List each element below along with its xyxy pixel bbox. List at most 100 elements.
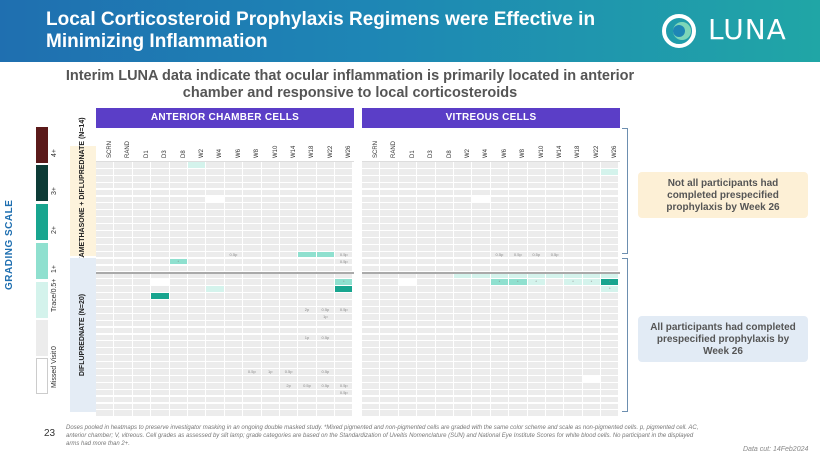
- heatmap-cell: [243, 162, 262, 169]
- heatmap-cell: [316, 396, 336, 404]
- heatmap-cell: [96, 362, 115, 369]
- table-row: [96, 300, 354, 307]
- heatmap-cell: [335, 237, 354, 245]
- heatmap-cell: [527, 403, 546, 411]
- heatmap-cell: [206, 251, 225, 259]
- heatmap-cell: [545, 313, 565, 321]
- heatmap-cell: [564, 313, 583, 321]
- heatmap-cell: [114, 334, 133, 342]
- heatmap-cell: [298, 237, 317, 245]
- heatmap-cell: [169, 341, 188, 349]
- heatmap-cell: [114, 272, 133, 280]
- heatmap-cell: [490, 182, 510, 190]
- heatmap-cell: [601, 389, 620, 397]
- table-row: [96, 217, 354, 224]
- heatmap-cell: [527, 210, 546, 218]
- heatmap-cell: [335, 231, 354, 238]
- brace-top: [622, 128, 628, 254]
- heatmap-cell: [545, 382, 565, 390]
- heatmap-cell: [453, 196, 473, 204]
- heatmap-cell: [545, 293, 565, 300]
- heatmap-cell: [435, 313, 454, 321]
- column-header-w6: W6: [501, 149, 508, 158]
- heatmap-cell: [224, 244, 244, 252]
- heatmap-cell: [362, 196, 381, 204]
- heatmap-cell: [417, 396, 436, 404]
- table-row: [362, 334, 620, 342]
- heatmap-cell: [398, 258, 418, 266]
- heatmap-cell: [398, 210, 418, 218]
- heatmap-cell: [298, 244, 317, 252]
- table-row: [362, 306, 620, 314]
- heatmap-cell: [398, 272, 418, 280]
- heatmap-cell: [417, 403, 436, 411]
- heatmap-cell: [453, 369, 473, 376]
- heatmap-cell: [96, 224, 115, 231]
- heatmap-cell: [435, 162, 454, 169]
- heatmap-cell: [601, 410, 620, 418]
- heatmap-cell: [224, 217, 244, 224]
- heatmap-cell: [362, 362, 381, 369]
- heatmap-cell: [582, 189, 602, 197]
- heatmap-cell: [206, 237, 225, 245]
- heatmap-cell: [564, 348, 583, 356]
- heatmap-cell: [398, 237, 418, 245]
- heatmap-cell: [206, 306, 225, 314]
- heatmap-cell: [243, 334, 262, 342]
- heatmap-cell: [601, 168, 620, 176]
- heatmap-cell: [564, 162, 583, 169]
- heatmap-cell: [509, 231, 528, 238]
- heatmap-cell: [527, 203, 546, 211]
- heatmap-cell: [261, 272, 280, 280]
- heatmap-cell: [417, 389, 436, 397]
- table-row: [96, 182, 354, 190]
- heatmap-cell: [398, 162, 418, 169]
- heatmap-cell: [582, 265, 602, 273]
- heatmap-cell: [601, 189, 620, 197]
- heatmap-cell: [582, 244, 602, 252]
- heatmap-cell: [527, 286, 546, 293]
- heatmap-cell: [187, 251, 207, 259]
- heatmap-cell: [298, 369, 317, 376]
- heatmap-cell: [601, 313, 620, 321]
- table-row: [96, 265, 354, 273]
- heatmap-cell: [169, 320, 188, 328]
- heatmap-cell: [453, 313, 473, 321]
- heatmap-cell: [261, 403, 280, 411]
- heatmap-cell: [490, 362, 510, 369]
- heatmap-cell: [472, 265, 491, 273]
- heatmap-cell: [417, 355, 436, 362]
- heatmap-cell: [564, 410, 583, 418]
- heatmap-cell: [435, 293, 454, 300]
- heatmap-cell: [527, 189, 546, 197]
- heatmap-cell: [96, 265, 115, 273]
- heatmap-cell: [362, 293, 381, 300]
- heatmap-cell: [169, 306, 188, 314]
- heatmap-cell: 0.5p: [335, 251, 354, 259]
- heatmap-cell: [96, 389, 115, 397]
- heatmap-cell: [417, 265, 436, 273]
- heatmap-cell: [298, 300, 317, 307]
- heatmap-cell: [564, 231, 583, 238]
- heatmap-cell: [243, 403, 262, 411]
- heatmap-cell: [261, 217, 280, 224]
- heatmap-cell: [279, 203, 299, 211]
- heatmap-cell: [279, 244, 299, 252]
- heatmap-cell: [169, 362, 188, 369]
- heatmap-cell: [417, 369, 436, 376]
- group-label-difluprednate: DIFLUPREDNATE (N=20): [70, 258, 96, 412]
- heatmap-cell: [151, 217, 170, 224]
- table-row: [362, 300, 620, 307]
- heatmap-cell: [151, 279, 170, 287]
- heatmap-cell: [380, 403, 399, 411]
- heatmap-cell: [362, 265, 381, 273]
- heatmap-cell: [490, 203, 510, 211]
- heatmap-cell: [582, 334, 602, 342]
- heatmap-cell: [114, 231, 133, 238]
- table-row: [362, 210, 620, 218]
- heatmap-cell: [96, 175, 115, 183]
- heatmap-cell: [545, 306, 565, 314]
- heatmap-cell: [132, 375, 152, 383]
- heatmap-cell: [362, 300, 381, 307]
- heatmap-cell: [417, 327, 436, 335]
